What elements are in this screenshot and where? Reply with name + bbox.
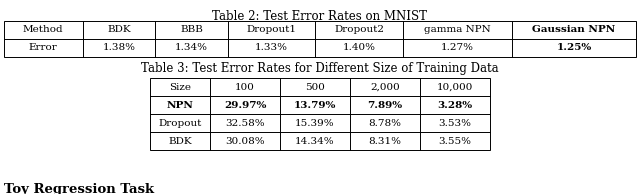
Text: Table 3: Test Error Rates for Different Size of Training Data: Table 3: Test Error Rates for Different … [141, 62, 499, 75]
Text: 1.40%: 1.40% [343, 43, 376, 53]
Text: 14.34%: 14.34% [295, 137, 335, 146]
Text: 3.28%: 3.28% [437, 100, 472, 109]
Text: gamma NPN: gamma NPN [424, 25, 491, 35]
Text: BBB: BBB [180, 25, 203, 35]
Text: 2,000: 2,000 [370, 82, 400, 92]
Text: Error: Error [29, 43, 58, 53]
Text: Gaussian NPN: Gaussian NPN [532, 25, 616, 35]
Text: Dropout1: Dropout1 [246, 25, 296, 35]
Text: BDK: BDK [107, 25, 131, 35]
Text: Table 2: Test Error Rates on MNIST: Table 2: Test Error Rates on MNIST [212, 10, 428, 23]
Text: 3.55%: 3.55% [438, 137, 472, 146]
Text: 13.79%: 13.79% [294, 100, 336, 109]
Text: 3.53%: 3.53% [438, 119, 472, 127]
Text: 1.38%: 1.38% [102, 43, 136, 53]
Text: 32.58%: 32.58% [225, 119, 265, 127]
Text: Method: Method [23, 25, 63, 35]
Bar [4, 21, 636, 57]
Text: Dropout: Dropout [158, 119, 202, 127]
Text: 30.08%: 30.08% [225, 137, 265, 146]
Text: Size: Size [169, 82, 191, 92]
Text: Toy Regression Task: Toy Regression Task [4, 183, 154, 194]
Text: Dropout2: Dropout2 [334, 25, 384, 35]
Text: 8.31%: 8.31% [369, 137, 401, 146]
Text: 100: 100 [235, 82, 255, 92]
Text: 1.27%: 1.27% [441, 43, 474, 53]
Text: 7.89%: 7.89% [367, 100, 403, 109]
Text: 1.33%: 1.33% [255, 43, 288, 53]
Text: 1.25%: 1.25% [556, 43, 591, 53]
Text: 29.97%: 29.97% [224, 100, 266, 109]
Text: NPN: NPN [166, 100, 193, 109]
Text: 500: 500 [305, 82, 325, 92]
Text: 1.34%: 1.34% [175, 43, 208, 53]
Text: 10,000: 10,000 [437, 82, 473, 92]
Text: BDK: BDK [168, 137, 192, 146]
Bar [150, 78, 490, 150]
Text: 8.78%: 8.78% [369, 119, 401, 127]
Text: 15.39%: 15.39% [295, 119, 335, 127]
